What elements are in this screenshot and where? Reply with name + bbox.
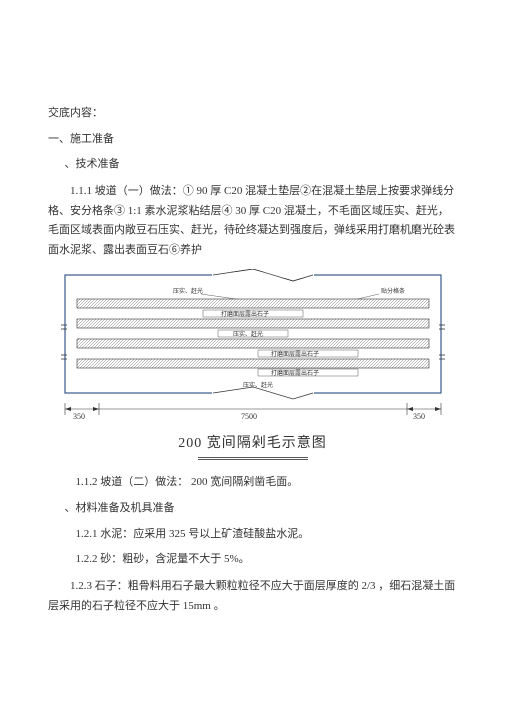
svg-text:7500: 7500 <box>241 412 257 421</box>
label-press-2: 压实、赶光 <box>243 381 273 389</box>
label-tie: 贴分格条 <box>381 287 405 295</box>
figure-diagram: 压实、赶光 贴分格条 打磨面层露出石子 压实、赶光 打磨面层露出石子 打磨面层露… <box>48 269 457 429</box>
section-1: 一、施工准备 <box>48 131 457 149</box>
diagram-svg: 压实、赶光 贴分格条 打磨面层露出石子 压实、赶光 打磨面层露出石子 打磨面层露… <box>53 269 453 429</box>
svg-text:压实、赶光: 压实、赶光 <box>233 330 263 338</box>
paragraph-1-2-1: 1.2.1 水泥：应采用 325 号以上矿渣硅酸盐水泥。 <box>48 526 457 544</box>
svg-text:打磨面层露出石子: 打磨面层露出石子 <box>271 350 319 358</box>
svg-text:打磨面层露出石子: 打磨面层露出石子 <box>271 369 319 377</box>
doc-header: 交底内容： <box>48 105 457 123</box>
svg-text:350: 350 <box>73 412 85 421</box>
svg-text:打磨面层露出石子: 打磨面层露出石子 <box>221 310 269 318</box>
label-press-1: 压实、赶光 <box>173 287 203 295</box>
caption-rule <box>198 457 308 460</box>
subsection-material-prep: 、材料准备及机具准备 <box>48 500 457 518</box>
figure-caption: 200 宽间隔剁毛示意图 <box>48 433 457 455</box>
subsection-tech-prep: 、技术准备 <box>48 156 457 174</box>
paragraph-1-2-2: 1.2.2 砂：粗砂，含泥量不大于 5%。 <box>48 551 457 569</box>
paragraph-1-1-1: 1.1.1 坡道（一）做法：① 90 厚 C20 混凝土垫层②在混凝土垫层上按要… <box>48 182 457 261</box>
paragraph-1-1-2: 1.1.2 坡道（二）做法： 200 宽间隔剁凿毛面。 <box>48 474 457 492</box>
dimension-row: 350 7500 350 <box>65 403 441 421</box>
paragraph-1-2-3: 1.2.3 石子：粗骨料用石子最大颗粒粒径不应大于面层厚度的 2/3 ，细石混凝… <box>48 577 457 617</box>
strips-group: 打磨面层露出石子 压实、赶光 打磨面层露出石子 打磨面层露出石子 <box>77 299 429 377</box>
svg-text:350: 350 <box>413 412 425 421</box>
